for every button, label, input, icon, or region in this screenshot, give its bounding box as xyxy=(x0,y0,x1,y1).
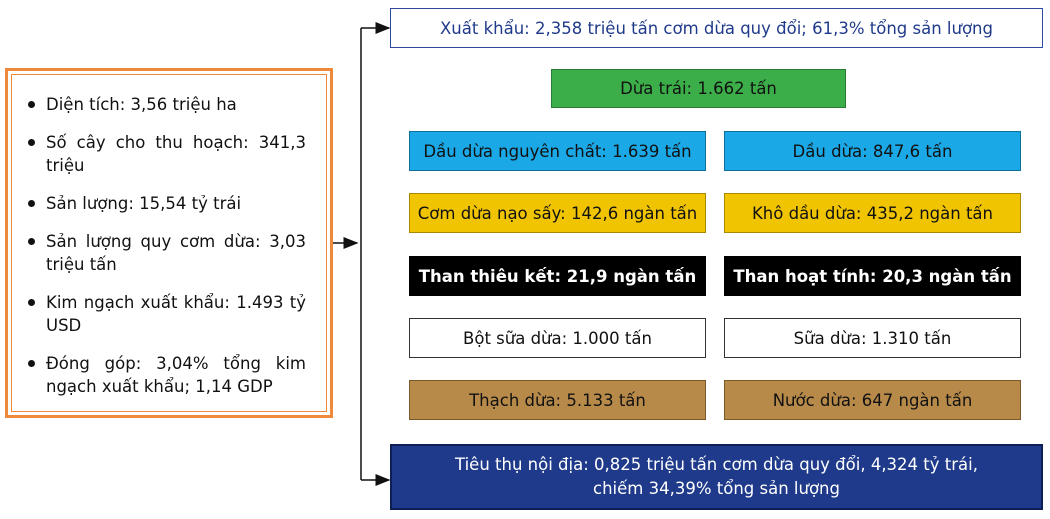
summary-item: Sản lượng: 15,54 tỷ trái xyxy=(28,192,306,215)
domestic-box: Tiêu thụ nội địa: 0,825 triệu tấn cơm dừ… xyxy=(390,444,1043,510)
product-box: Thạch dừa: 5.133 tấn xyxy=(409,380,706,420)
summary-item: Đóng góp: 3,04% tổng kim ngạch xuất khẩu… xyxy=(28,354,306,396)
product-box: Dừa trái: 1.662 tấn xyxy=(551,69,846,108)
domestic-line: Tiêu thụ nội địa: 0,825 triệu tấn cơm dừ… xyxy=(455,455,978,474)
product-box: Khô dầu dừa: 435,2 ngàn tấn xyxy=(724,193,1021,233)
summary-list: Diện tích: 3,56 triệu ha Số cây cho thu h… xyxy=(26,93,306,398)
summary-box: Diện tích: 3,56 triệu ha Số cây cho thu h… xyxy=(5,68,333,418)
product-box: Than hoạt tính: 20,3 ngàn tấn xyxy=(724,256,1021,296)
product-box: Dầu dừa: 847,6 tấn xyxy=(724,131,1021,171)
summary-item: Số cây cho thu hoạch: 341,3 triệu xyxy=(28,133,306,175)
product-box: Bột sữa dừa: 1.000 tấn xyxy=(409,318,706,358)
product-box: Sữa dừa: 1.310 tấn xyxy=(724,318,1021,358)
product-box: Nước dừa: 647 ngàn tấn xyxy=(724,380,1021,420)
product-box: Than thiêu kết: 21,9 ngàn tấn xyxy=(409,256,706,296)
summary-item: Diện tích: 3,56 triệu ha xyxy=(28,93,306,116)
summary-item: Kim ngạch xuất khẩu: 1.493 tỷ USD xyxy=(28,293,306,335)
domestic-line: chiếm 34,39% tổng sản lượng xyxy=(593,479,840,498)
summary-item: Sản lượng quy cơm dừa: 3,03 triệu tấn xyxy=(28,232,306,274)
product-box: Cơm dừa nạo sấy: 142,6 ngàn tấn xyxy=(409,193,706,233)
summary-inner: Diện tích: 3,56 triệu ha Số cây cho thu h… xyxy=(11,74,327,412)
product-box: Dầu dừa nguyên chất: 1.639 tấn xyxy=(409,131,706,171)
export-box: Xuất khẩu: 2,358 triệu tấn cơm dừa quy đ… xyxy=(390,8,1043,48)
